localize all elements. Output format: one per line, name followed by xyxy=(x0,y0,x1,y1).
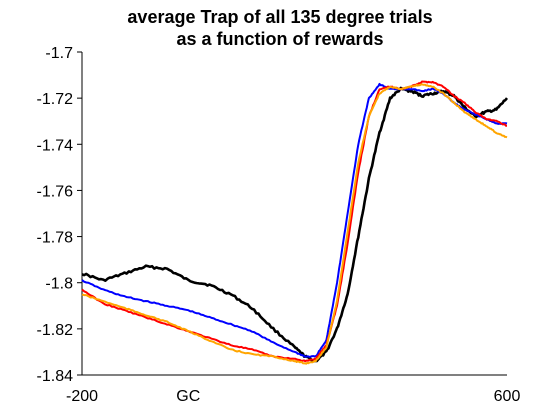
x-tick-label: GC xyxy=(176,388,200,405)
chart-subtitle: as a function of rewards xyxy=(176,29,384,49)
y-tick-label: -1.72 xyxy=(37,91,74,108)
y-tick-label: -1.76 xyxy=(37,183,74,200)
y-tick-label: -1.84 xyxy=(37,368,74,385)
x-tick-label: 600 xyxy=(494,388,521,405)
x-tick-label: -200 xyxy=(66,388,98,405)
y-tick-label: -1.8 xyxy=(45,276,73,293)
y-tick-label: -1.7 xyxy=(45,45,73,62)
series-line-1 xyxy=(81,86,509,363)
y-tick-label: -1.82 xyxy=(37,322,74,339)
y-tick-label: -1.78 xyxy=(37,230,74,247)
series-line-3 xyxy=(81,80,507,363)
series-line-4 xyxy=(81,83,508,365)
series-layer xyxy=(81,80,509,365)
chart-title: average Trap of all 135 degree trials xyxy=(127,7,433,27)
y-tick-label: -1.74 xyxy=(37,137,74,154)
axes: -1.7 -1.72 -1.74 -1.76 -1.78 -1.8 -1.82 -1.84 -2… xyxy=(37,45,521,405)
